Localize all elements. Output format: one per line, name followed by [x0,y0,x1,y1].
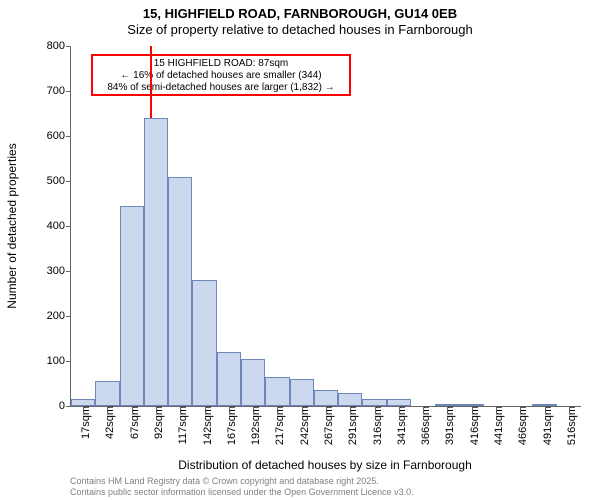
histogram-bar [192,280,216,406]
annotation-box: 15 HIGHFIELD ROAD: 87sqm ← 16% of detach… [91,54,351,96]
histogram-bar [290,379,314,406]
y-tick-mark [66,91,71,92]
x-tick-label: 142sqm [196,406,214,445]
x-tick-label: 192sqm [244,406,262,445]
y-tick-mark [66,361,71,362]
x-tick-mark [350,406,351,411]
chart-title: 15, HIGHFIELD ROAD, FARNBOROUGH, GU14 0E… [0,0,600,39]
annotation-line-1: 15 HIGHFIELD ROAD: 87sqm [97,58,345,70]
y-axis-label: Number of detached properties [5,143,19,308]
x-tick-mark [447,406,448,411]
x-tick-mark [545,406,546,411]
x-tick-mark [132,406,133,411]
footer-line-2: Contains public sector information licen… [70,487,414,498]
histogram-bar [387,399,411,406]
histogram-bar [362,399,386,406]
x-tick-label: 341sqm [390,406,408,445]
title-line-1: 15, HIGHFIELD ROAD, FARNBOROUGH, GU14 0E… [0,6,600,22]
y-tick-mark [66,226,71,227]
x-tick-label: 267sqm [317,406,335,445]
x-tick-label: 416sqm [463,406,481,445]
y-tick-mark [66,136,71,137]
y-tick-mark [66,181,71,182]
x-tick-mark [399,406,400,411]
plot-area: 15 HIGHFIELD ROAD: 87sqm ← 16% of detach… [70,46,581,407]
histogram-bar [120,206,144,406]
y-tick-mark [66,316,71,317]
x-tick-label: 316sqm [366,406,384,445]
x-tick-mark [569,406,570,411]
footer-credits: Contains HM Land Registry data © Crown c… [70,476,414,498]
title-line-2: Size of property relative to detached ho… [0,22,600,38]
histogram-bar [265,377,289,406]
x-tick-mark [520,406,521,411]
chart-container: 15, HIGHFIELD ROAD, FARNBOROUGH, GU14 0E… [0,0,600,500]
x-tick-label: 117sqm [171,406,189,444]
x-axis-label: Distribution of detached houses by size … [178,458,472,472]
histogram-bar [338,393,362,407]
x-tick-label: 466sqm [511,406,529,445]
histogram-bar [168,177,192,407]
x-tick-label: 291sqm [341,406,359,445]
x-tick-mark [205,406,206,411]
x-tick-label: 441sqm [487,406,505,445]
x-tick-mark [472,406,473,411]
footer-line-1: Contains HM Land Registry data © Crown c… [70,476,414,487]
x-tick-mark [496,406,497,411]
x-tick-label: 391sqm [438,406,456,445]
x-tick-label: 516sqm [560,406,578,445]
x-tick-mark [375,406,376,411]
x-tick-mark [253,406,254,411]
y-tick-mark [66,406,71,407]
annotation-line-2: ← 16% of detached houses are smaller (34… [97,70,345,82]
annotation-line-3: 84% of semi-detached houses are larger (… [97,82,345,94]
x-tick-mark [180,406,181,411]
x-tick-mark [302,406,303,411]
x-tick-label: 167sqm [220,406,238,445]
x-tick-label: 366sqm [414,406,432,445]
y-tick-mark [66,271,71,272]
x-tick-mark [229,406,230,411]
x-tick-mark [277,406,278,411]
x-tick-label: 242sqm [293,406,311,445]
histogram-bar [314,390,338,406]
x-tick-mark [107,406,108,411]
histogram-bar [217,352,241,406]
x-tick-mark [156,406,157,411]
histogram-bar [144,118,168,406]
y-tick-mark [66,46,71,47]
histogram-bar [71,399,95,406]
histogram-bar [241,359,265,406]
x-tick-label: 217sqm [268,406,286,445]
x-tick-mark [326,406,327,411]
x-tick-label: 491sqm [536,406,554,445]
x-tick-mark [83,406,84,411]
x-tick-mark [423,406,424,411]
histogram-bar [95,381,119,406]
